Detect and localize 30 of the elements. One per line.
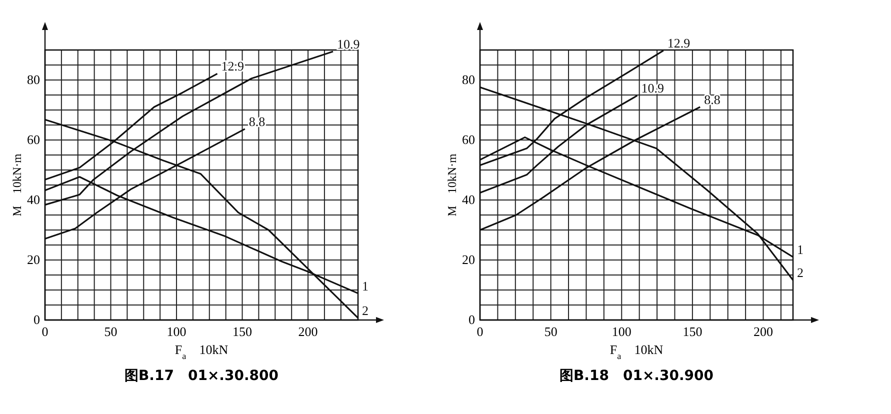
series-label: 1 bbox=[362, 278, 368, 294]
x-tick-label: 150 bbox=[232, 324, 252, 339]
text: 图B.18 01×.30.900 bbox=[559, 368, 714, 384]
text: F$_{a}$ 10kN bbox=[610, 342, 664, 361]
x-tick-label: 150 bbox=[682, 324, 702, 339]
y-tick-label: 60 bbox=[462, 132, 475, 147]
y-tick-label: 80 bbox=[462, 72, 475, 87]
series-label: 12.9 bbox=[667, 36, 690, 51]
x-tick-label: 200 bbox=[754, 324, 774, 339]
y-tick-label: 80 bbox=[27, 72, 40, 87]
x-tick-label: 50 bbox=[104, 324, 118, 339]
y-tick-label: 20 bbox=[27, 252, 40, 267]
y-tick-label: 0 bbox=[34, 312, 40, 327]
y-tick-label: 20 bbox=[462, 252, 475, 267]
text: 图B.17 01×.30.800 bbox=[124, 368, 279, 384]
series-label: 2 bbox=[797, 265, 804, 280]
series-label: 2 bbox=[362, 302, 368, 318]
y-tick-label: 0 bbox=[468, 312, 475, 327]
y-tick-label: 40 bbox=[27, 192, 40, 207]
x-tick-label: 100 bbox=[166, 324, 186, 339]
y-tick-label: 40 bbox=[462, 192, 475, 207]
x-tick-label: 50 bbox=[544, 324, 558, 339]
text: F$_{a}$ 10kN bbox=[174, 342, 228, 361]
series-label: 1 bbox=[797, 242, 804, 257]
x-tick-label: 100 bbox=[612, 324, 632, 339]
y-tick-label: 60 bbox=[27, 132, 40, 147]
x-tick-label: 200 bbox=[298, 324, 318, 339]
y-axis-title: M 10kN·m bbox=[10, 153, 24, 216]
series-label: 10.9 bbox=[337, 36, 360, 52]
y-axis-title: M 10kN·m bbox=[445, 153, 459, 216]
